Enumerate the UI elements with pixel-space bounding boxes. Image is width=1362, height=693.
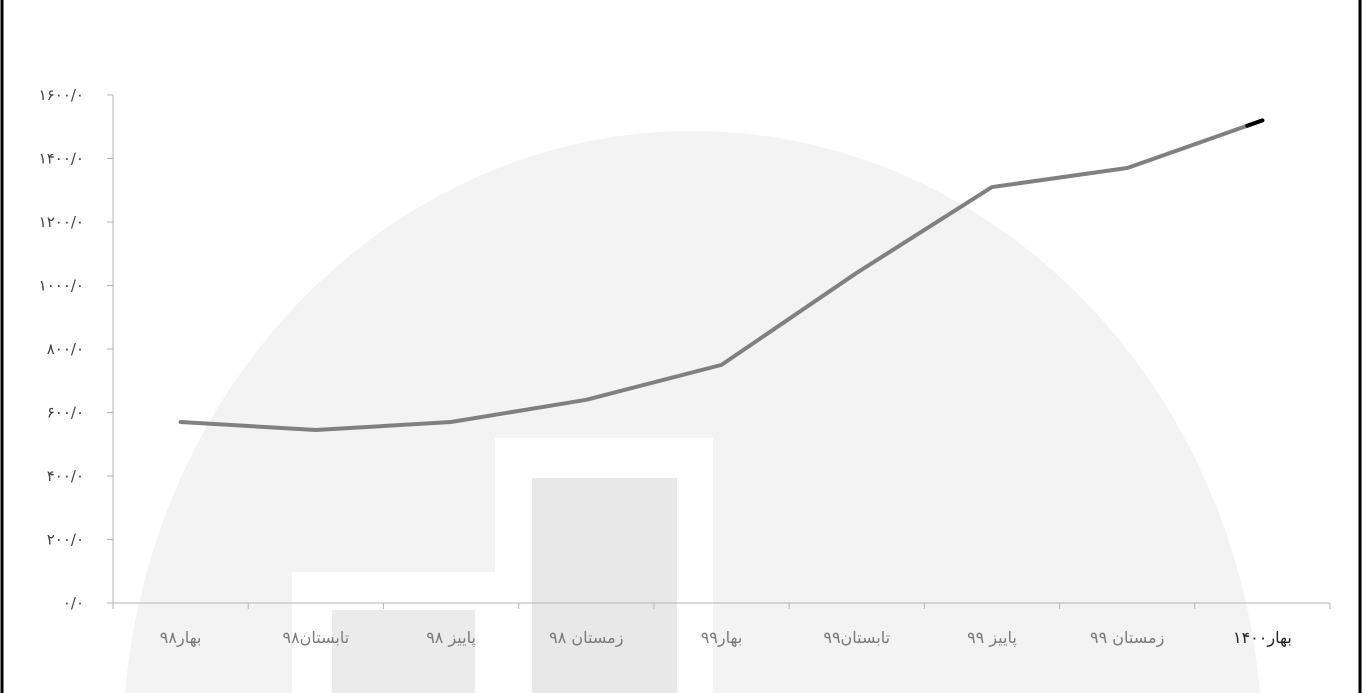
x-tick-label: پاییز ۹۹ (967, 628, 1017, 648)
y-tick-label: ۱۲۰۰/۰ (39, 213, 84, 231)
x-tick-label: بهار۱۴۰۰ (1233, 628, 1292, 648)
series-lines (178, 118, 1265, 432)
y-tick-label: ۱۴۰۰/۰ (39, 150, 84, 168)
watermark-logo (125, 131, 1260, 693)
x-tick-label: زمستان ۹۹ (1090, 628, 1164, 648)
x-tick-label: بهار۹۹ (701, 628, 743, 648)
series-end-segment (1245, 118, 1265, 128)
x-tick-label: پاییز ۹۸ (426, 628, 476, 648)
watermark-block-left-inner (332, 610, 475, 693)
y-tick-label: ۰/۰ (63, 594, 84, 612)
y-tick-label: ۴۰۰/۰ (47, 467, 84, 485)
y-tick-label: ۱۶۰۰/۰ (39, 86, 84, 104)
y-tick-label: ۸۰۰/۰ (47, 340, 84, 358)
y-tick-label: ۶۰۰/۰ (47, 404, 84, 422)
axes (107, 94, 1331, 609)
x-tick-label: تابستان۹۸ (282, 628, 349, 647)
y-tick-labels: ۰/۰ ۲۰۰/۰ ۴۰۰/۰ ۶۰۰/۰ ۸۰۰/۰ ۱۰۰۰/۰ ۱۲۰۰/۰ ۱۴۰۰/… (39, 86, 84, 612)
watermark-block-right-inner (532, 478, 677, 693)
x-tick-labels: بهار۹۸ تابستان۹۸ پاییز ۹۸ زمستان ۹۸ بهار۹۹ تا… (160, 628, 1292, 648)
y-tick-label: ۱۰۰۰/۰ (39, 277, 84, 295)
x-tick-label: تابستان۹۹ (823, 628, 890, 647)
x-tick-label: بهار۹۸ (160, 628, 202, 648)
x-tick-label: زمستان ۹۸ (549, 628, 623, 648)
y-tick-label: ۲۰۰/۰ (47, 531, 84, 549)
watermark-arc (125, 131, 1260, 693)
